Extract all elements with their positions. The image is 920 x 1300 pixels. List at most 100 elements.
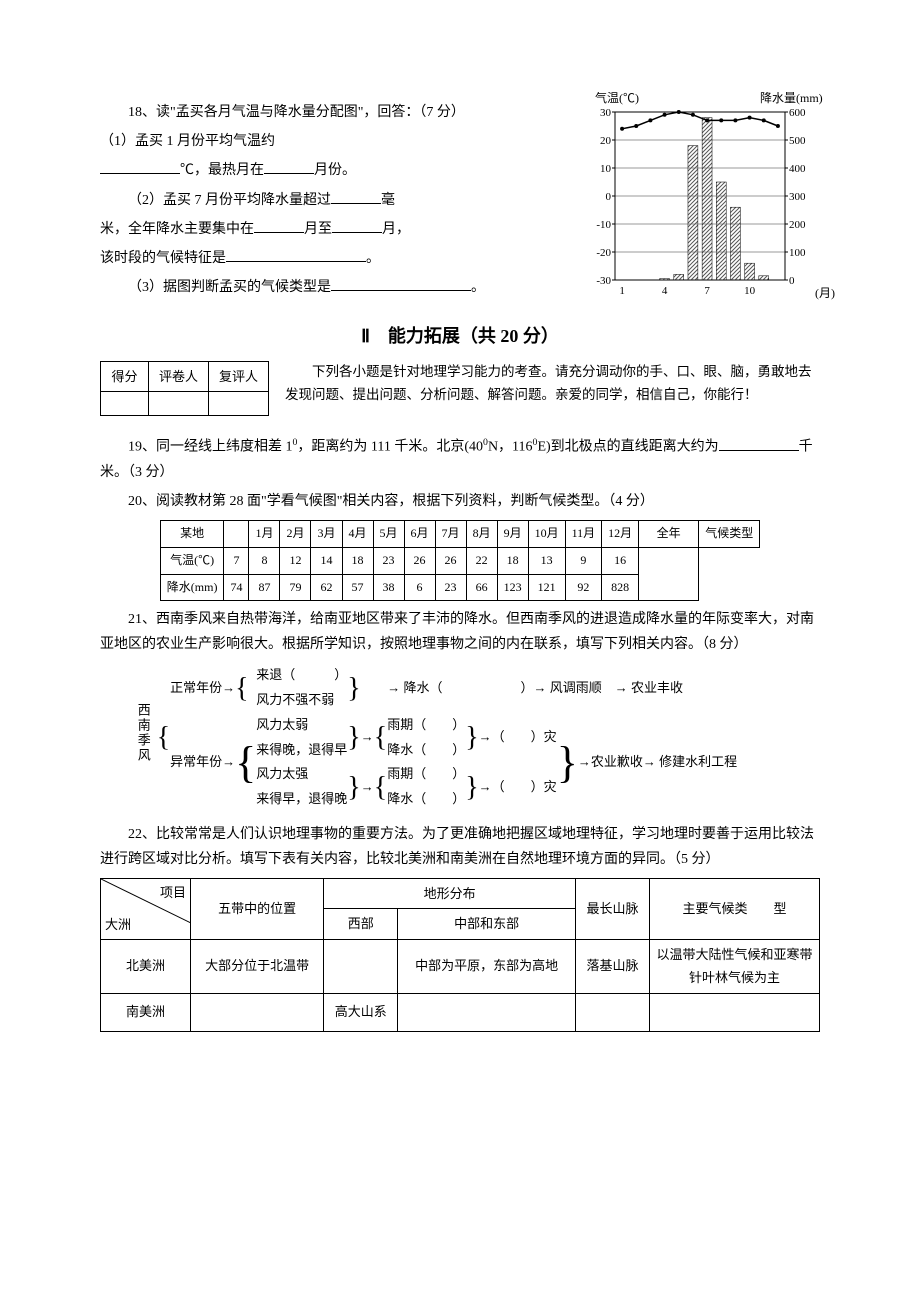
col2a-h: 西部 — [324, 909, 398, 939]
chart-svg: 气温(℃) 降水量(mm) 3020100-10-20-30 600500400… — [560, 92, 860, 302]
q22-cell: 中部为平原，东部为高地 — [398, 939, 576, 993]
q18-p4b: 。 — [471, 280, 485, 295]
q18-p4: （3）据图判断孟买的气候类型是 。 — [100, 275, 530, 300]
q21-b1: 风力太强 — [256, 766, 308, 781]
q22-cell: 北美洲 — [101, 939, 191, 993]
q18-p3b: 。 — [366, 251, 380, 266]
month-header: 12月 — [602, 521, 639, 548]
svg-text:0: 0 — [789, 275, 795, 287]
temp-cell: 12 — [280, 547, 311, 574]
q18-p1c: 月份。 — [314, 163, 356, 178]
q18-p4a: （3）据图判断孟买的气候类型是 — [128, 280, 331, 295]
q21-nb: 风力不强不弱 — [256, 692, 334, 707]
precip-cell: 92 — [565, 574, 602, 601]
q18-p3a: 该时段的气候特征是 — [100, 251, 226, 266]
month-header: 3月 — [311, 521, 342, 548]
svg-text:300: 300 — [789, 191, 806, 203]
question-19: 19、同一经线上纬度相差 10，距离约为 111 千米。北京(400N，1160… — [100, 434, 820, 485]
temp-cell: 18 — [342, 547, 373, 574]
q21-d1: →（ ）灾 — [479, 729, 557, 744]
q21-r2b: 降水（ ） — [387, 791, 465, 806]
q21-root: 西南季风 — [130, 703, 155, 763]
precip-cell: 23 — [435, 574, 466, 601]
score-header: 得分 — [101, 361, 149, 391]
score-table: 得分 评卷人 复评人 — [100, 361, 269, 416]
q22-cell: 高大山系 — [324, 993, 398, 1031]
q19b: ，距离约为 111 千米。北京(40 — [297, 440, 483, 455]
temp-year: 16 — [602, 547, 639, 574]
svg-text:-20: -20 — [596, 247, 611, 259]
svg-text:500: 500 — [789, 135, 806, 147]
brace-icon: { — [235, 673, 248, 704]
year-header: 全年 — [639, 521, 699, 548]
q21-r1b: 降水（ ） — [387, 742, 465, 757]
svg-text:200: 200 — [789, 219, 806, 231]
svg-text:400: 400 — [789, 163, 806, 175]
q22-cell: 落基山脉 — [575, 939, 649, 993]
q21-normal: 正常年份→ — [170, 680, 235, 695]
q18-p2d: 月至 — [304, 222, 332, 237]
month-header: 2月 — [280, 521, 311, 548]
precip-cell: 57 — [342, 574, 373, 601]
temp-cell: 7 — [224, 547, 249, 574]
brace-icon: } — [347, 772, 360, 803]
month-header: 7月 — [435, 521, 466, 548]
q22-cell: 大部分位于北温带 — [191, 939, 324, 993]
precip-year: 828 — [602, 574, 639, 601]
svg-text:10: 10 — [744, 285, 756, 297]
svg-text:0: 0 — [606, 191, 612, 203]
blank — [264, 159, 314, 174]
col4-h: 主要气候类 型 — [650, 878, 820, 939]
brace-icon: { — [374, 722, 387, 753]
month-header: 4月 — [342, 521, 373, 548]
col2-h: 地形分布 — [324, 878, 576, 908]
blank — [331, 188, 381, 203]
q21-np: → 降水（ ）→ 风调雨顺 → 农业丰收 — [387, 680, 683, 695]
blank — [331, 276, 471, 291]
temp-cell: 13 — [528, 547, 565, 574]
month-axis-label: (月) — [815, 286, 835, 300]
q22-cell: 以温带大陆性气候和亚寒带针叶林气候为主 — [650, 939, 820, 993]
q18-p2a: （2）孟买 7 月份平均降水量超过 — [128, 193, 331, 208]
precip-cell: 62 — [311, 574, 342, 601]
y-left-ticks: 3020100-10-20-30 — [596, 107, 615, 287]
svg-text:7: 7 — [704, 285, 710, 297]
climate-type-blank — [639, 547, 699, 600]
precip-cell: 87 — [249, 574, 280, 601]
q22-cell — [324, 939, 398, 993]
q18-prompt: 18、读"孟买各月气温与降水量分配图"，回答：（7 分） — [100, 100, 530, 125]
q18-text-block: 18、读"孟买各月气温与降水量分配图"，回答：（7 分） （1）孟买 1 月份平… — [100, 100, 530, 300]
col1-h: 五带中的位置 — [191, 878, 324, 939]
temp-axis-label: 气温(℃) — [595, 92, 639, 105]
section-2-intro-block: 得分 评卷人 复评人 下列各小题是针对地理学习能力的考查。请充分调动你的手、口、… — [100, 361, 820, 424]
brace-icon: } — [347, 673, 360, 704]
q22-table: 项目 大洲 五带中的位置 地形分布 最长山脉 主要气候类 型 西部 中部和东部 … — [100, 878, 820, 1032]
svg-text:-10: -10 — [596, 219, 611, 231]
x-ticks: 14710 — [619, 285, 755, 297]
brace-icon: } — [465, 722, 478, 753]
diag-bot: 大洲 — [105, 913, 131, 936]
precip-axis-label: 降水量(mm) — [760, 92, 823, 105]
svg-text:1: 1 — [619, 285, 625, 297]
month-header: 5月 — [373, 521, 404, 548]
temp-cell: 14 — [311, 547, 342, 574]
climate-chart: 气温(℃) 降水量(mm) 3020100-10-20-30 600500400… — [560, 92, 860, 302]
blank — [332, 217, 382, 232]
score-header: 复评人 — [209, 361, 269, 391]
q22-cell — [398, 993, 576, 1031]
temp-cell: 8 — [249, 547, 280, 574]
brace-icon: } — [465, 772, 478, 803]
q20-rowlabel: 某地 — [160, 521, 224, 548]
q22-cell — [575, 993, 649, 1031]
diag-cell: 项目 大洲 — [101, 878, 191, 939]
precip-cell: 38 — [373, 574, 404, 601]
blank — [254, 217, 304, 232]
q22-cell — [191, 993, 324, 1031]
svg-text:600: 600 — [789, 107, 806, 119]
question-18: 18、读"孟买各月气温与降水量分配图"，回答：（7 分） （1）孟买 1 月份平… — [100, 100, 820, 300]
month-header: 1月 — [249, 521, 280, 548]
month-header: 8月 — [466, 521, 497, 548]
question-21-prompt: 21、西南季风来自热带海洋，给南亚地区带来了丰沛的降水。但西南季风的进退造成降水… — [100, 607, 820, 657]
precip-cell: 121 — [528, 574, 565, 601]
blank — [226, 247, 366, 262]
